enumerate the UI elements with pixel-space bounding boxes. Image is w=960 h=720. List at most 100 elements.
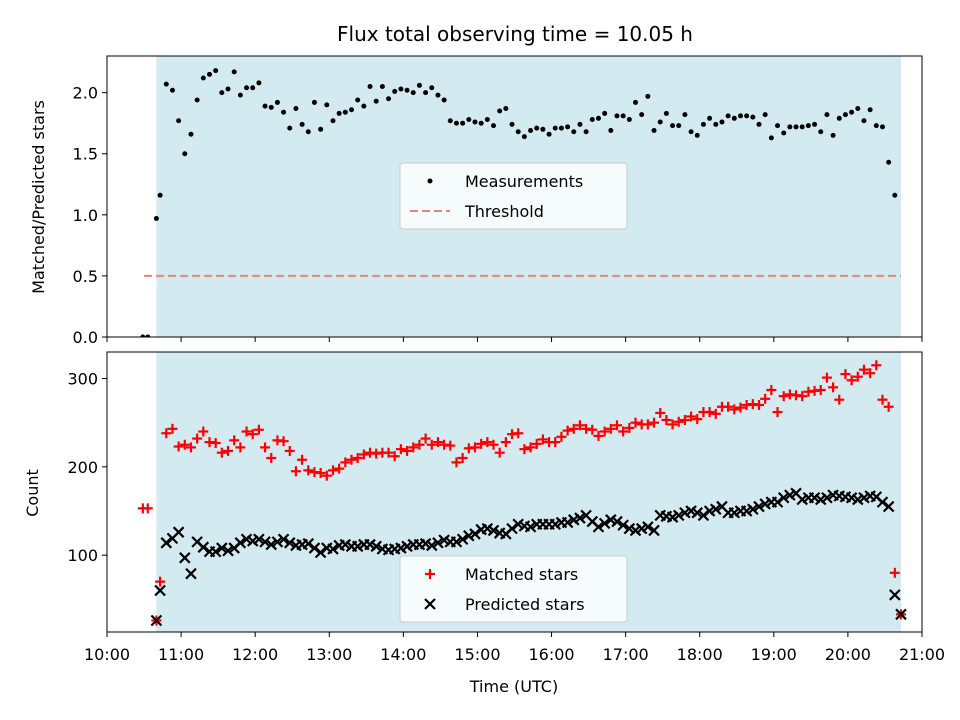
top-series0-point — [466, 117, 472, 123]
x-tick-label: 16:00 — [528, 645, 574, 664]
top-series0-point — [379, 84, 385, 90]
top-series0-point — [250, 85, 256, 91]
bottom-series0-point — [889, 567, 900, 578]
top-series0-point — [608, 128, 614, 134]
bottom-series1-point — [821, 491, 833, 504]
top-series0-point — [737, 113, 743, 119]
bottom-series0-point — [772, 407, 783, 418]
top-series0-point — [262, 103, 268, 109]
bottom-series0-point — [155, 576, 166, 587]
top-series0-point — [744, 113, 750, 119]
top-series0-point — [293, 106, 299, 112]
bottom-series1-point — [506, 522, 518, 535]
top-series0-point — [503, 106, 509, 112]
y-tick-label: 2.0 — [73, 84, 98, 103]
bottom-series0-point — [797, 391, 808, 402]
bottom-series1-point — [259, 536, 271, 548]
top-series0-point — [836, 115, 842, 121]
top-series0-point — [349, 107, 354, 113]
bottom-series0-point — [599, 426, 610, 437]
bottom-series0-point — [192, 433, 203, 444]
top-series0-point — [861, 118, 867, 124]
bottom-series1-point — [771, 496, 784, 508]
top-series0-point — [281, 109, 287, 115]
bottom-series1-point — [710, 503, 722, 516]
top-series0-point — [805, 123, 811, 129]
top-series0-point — [386, 96, 392, 102]
top-series0-point — [447, 118, 453, 124]
bottom-series0-point — [432, 437, 443, 448]
top-series0-point — [558, 125, 564, 131]
bottom-series1-point — [425, 539, 438, 552]
bottom-series0-point — [525, 442, 536, 453]
top-series0-point — [182, 151, 188, 157]
top-series0-point — [324, 102, 330, 108]
bottom-series1-point — [277, 533, 290, 546]
x-tick-label: 10:00 — [84, 645, 130, 664]
top-series0-point — [336, 110, 342, 116]
top-series0-point — [153, 215, 159, 221]
top-series0-point — [484, 117, 490, 123]
bottom-series0-point — [821, 372, 832, 383]
bottom-series0-point — [315, 468, 326, 479]
bottom-series1-point — [283, 537, 296, 549]
bottom-series1-point — [777, 491, 790, 504]
bottom-series0-point — [278, 436, 289, 447]
bottom-series0-point — [327, 465, 338, 476]
bottom-series0-point — [395, 444, 406, 455]
top-series0-point — [614, 113, 620, 119]
bottom-series0-point — [778, 391, 789, 402]
top-series0-point — [287, 125, 293, 131]
top-series0-point — [645, 93, 651, 99]
bottom-series0-point — [185, 442, 196, 453]
top-series0-point — [595, 115, 601, 121]
top-series0-point — [145, 334, 151, 337]
top-series0-point — [268, 104, 274, 110]
bottom-series0-point — [402, 445, 413, 456]
bottom-series0-point — [241, 426, 252, 437]
bottom-series0-point — [297, 454, 308, 465]
top-series0-point — [707, 115, 713, 121]
bottom-data — [137, 360, 907, 627]
bottom-series1-point — [185, 567, 197, 580]
top-series0-point — [528, 128, 534, 134]
top-series0-point — [725, 113, 731, 119]
bottom-series1-point — [691, 506, 704, 519]
x-tick-label: 18:00 — [677, 645, 723, 664]
bottom-series0-point — [488, 439, 499, 450]
top-series0-point — [626, 117, 632, 123]
top-series0-point — [565, 124, 571, 130]
bottom-series0-point — [420, 433, 431, 444]
bottom-series0-point — [642, 419, 653, 430]
bottom-series0-point — [235, 442, 246, 453]
top-series0-point — [639, 112, 645, 118]
bottom-series0-point — [290, 466, 301, 477]
bottom-series0-point — [173, 441, 184, 452]
top-series0-point — [453, 120, 459, 126]
bottom-series0-point — [667, 419, 678, 430]
top-series0-point — [521, 134, 527, 140]
x-tick-label: 12:00 — [232, 645, 278, 664]
bottom-series0-point — [513, 428, 524, 439]
top-series0-point — [441, 97, 447, 103]
x-tick-label: 19:00 — [751, 645, 797, 664]
bottom-series0-point — [321, 470, 332, 481]
top-series0-point — [410, 90, 416, 96]
bottom-series0-point — [531, 438, 542, 449]
top-series0-point — [398, 86, 404, 92]
top-series0-point — [491, 123, 497, 129]
top-frame — [106, 55, 923, 338]
top-series0-point — [633, 99, 639, 105]
bottom-series0-point — [574, 420, 585, 431]
bottom-series0-point — [260, 442, 271, 453]
bottom-series0-point — [704, 407, 715, 418]
y-tick-label: 0.5 — [73, 267, 98, 286]
legend-label: Measurements — [465, 172, 583, 191]
top-series0-point — [213, 68, 219, 74]
bottom-series1-point — [574, 512, 586, 524]
top-series0-point — [176, 118, 182, 124]
top-series0-point — [676, 123, 682, 129]
top-series0-point — [855, 106, 861, 112]
top-series0-point — [700, 121, 706, 127]
